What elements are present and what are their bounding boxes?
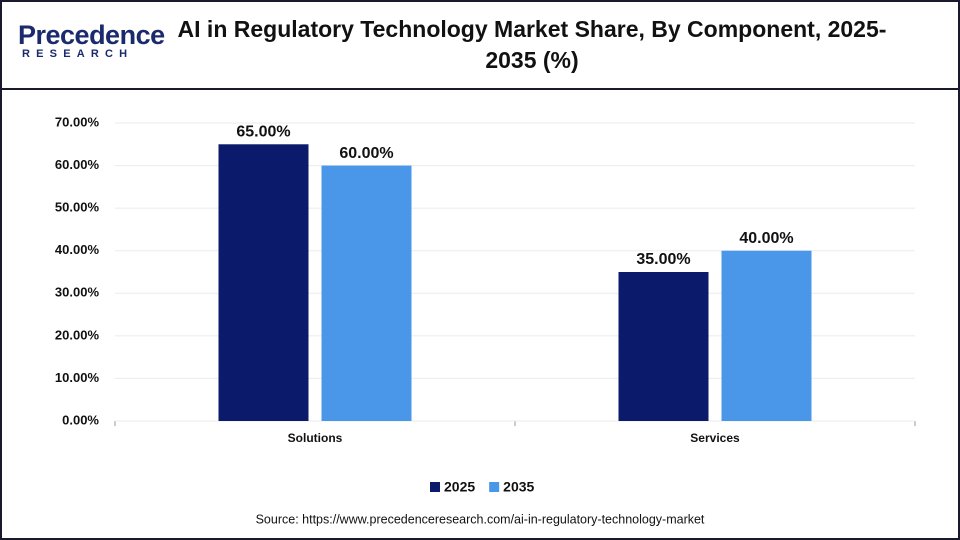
- y-tick-label: 0.00%: [62, 412, 99, 427]
- bar: [218, 144, 309, 422]
- value-label: 65.00%: [236, 124, 290, 141]
- legend-label: 2035: [503, 479, 534, 495]
- logo-name: Precedence: [18, 20, 165, 50]
- bar: [618, 272, 709, 421]
- y-tick-label: 20.00%: [55, 327, 100, 342]
- y-tick-label: 30.00%: [55, 285, 100, 300]
- source: Source: https://www.precedenceresearch.c…: [256, 512, 705, 526]
- y-tick-label: 50.00%: [55, 200, 100, 215]
- logo-tagline: RESEARCH: [22, 48, 134, 60]
- y-tick-label: 70.00%: [55, 114, 100, 129]
- x-tick-label: Solutions: [288, 431, 343, 445]
- legend-swatch: [430, 482, 440, 492]
- legend-swatch: [489, 482, 500, 492]
- y-tick-label: 60.00%: [55, 157, 100, 172]
- x-tick-label: Services: [690, 431, 740, 445]
- value-label: 40.00%: [739, 230, 793, 247]
- y-tick-label: 40.00%: [55, 242, 100, 257]
- legend-label: 2025: [444, 479, 475, 495]
- value-label: 35.00%: [636, 251, 690, 268]
- header: Precedence RESEARCH AI in Regulatory Tec…: [2, 2, 958, 90]
- chart-title: AI in Regulatory Technology Market Share…: [177, 16, 887, 73]
- bar: [721, 250, 812, 421]
- value-label: 60.00%: [339, 145, 393, 162]
- y-tick-label: 10.00%: [55, 370, 100, 385]
- bar: [321, 165, 412, 421]
